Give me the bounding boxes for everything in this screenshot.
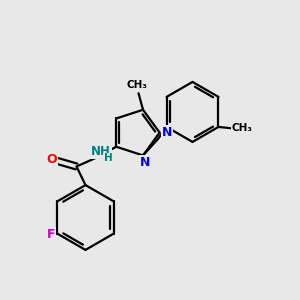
Text: N: N xyxy=(162,125,172,139)
Text: CH₃: CH₃ xyxy=(127,80,148,90)
Text: H: H xyxy=(104,153,113,164)
Text: F: F xyxy=(46,228,55,241)
Text: NH: NH xyxy=(91,145,111,158)
Text: CH₃: CH₃ xyxy=(231,123,252,134)
Text: O: O xyxy=(46,153,57,166)
Text: N: N xyxy=(140,156,150,170)
